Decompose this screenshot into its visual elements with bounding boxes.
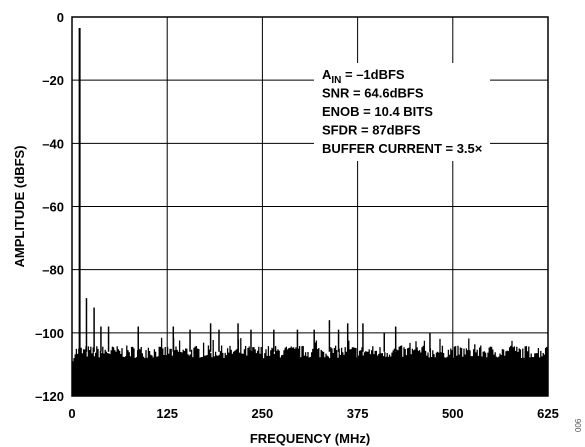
y-tick-label: –40 [42,136,64,151]
x-tick-label: 375 [347,406,369,421]
y-tick-label: –100 [35,326,64,341]
tick-labels: 0 125 250 375 500 625 0 –20 –40 –60 –80 –100 –120 [35,10,559,421]
y-tick-label: 0 [57,10,64,25]
annotation-background [314,63,490,161]
y-tick-label: –120 [35,389,64,404]
annotation-line: SFDR = 87dBFS [322,123,421,138]
annotation-line: ENOB = 10.4 BITS [322,104,433,119]
x-tick-label: 500 [442,406,464,421]
annotation-line: SNR = 64.6dBFS [322,86,424,101]
y-tick-label: –20 [42,73,64,88]
plot-frame [71,16,549,397]
y-tick-label: –60 [42,200,64,215]
annotation-line: BUFFER CURRENT = 3.5× [322,141,483,156]
noise-floor [72,337,548,396]
y-tick-label: –80 [42,263,64,278]
noise-fill [72,361,548,396]
x-tick-label: 625 [537,406,559,421]
x-tick-label: 0 [68,406,75,421]
x-tick-label: 250 [252,406,274,421]
x-axis-title: FREQUENCY (MHz) [250,431,370,446]
figure-id: 006 [574,418,583,432]
y-axis-title: AMPLITUDE (dBFS) [12,145,27,267]
spurs [78,28,431,352]
x-tick-label: 125 [156,406,178,421]
annotation-line: AIN = –1dBFS [322,67,405,86]
